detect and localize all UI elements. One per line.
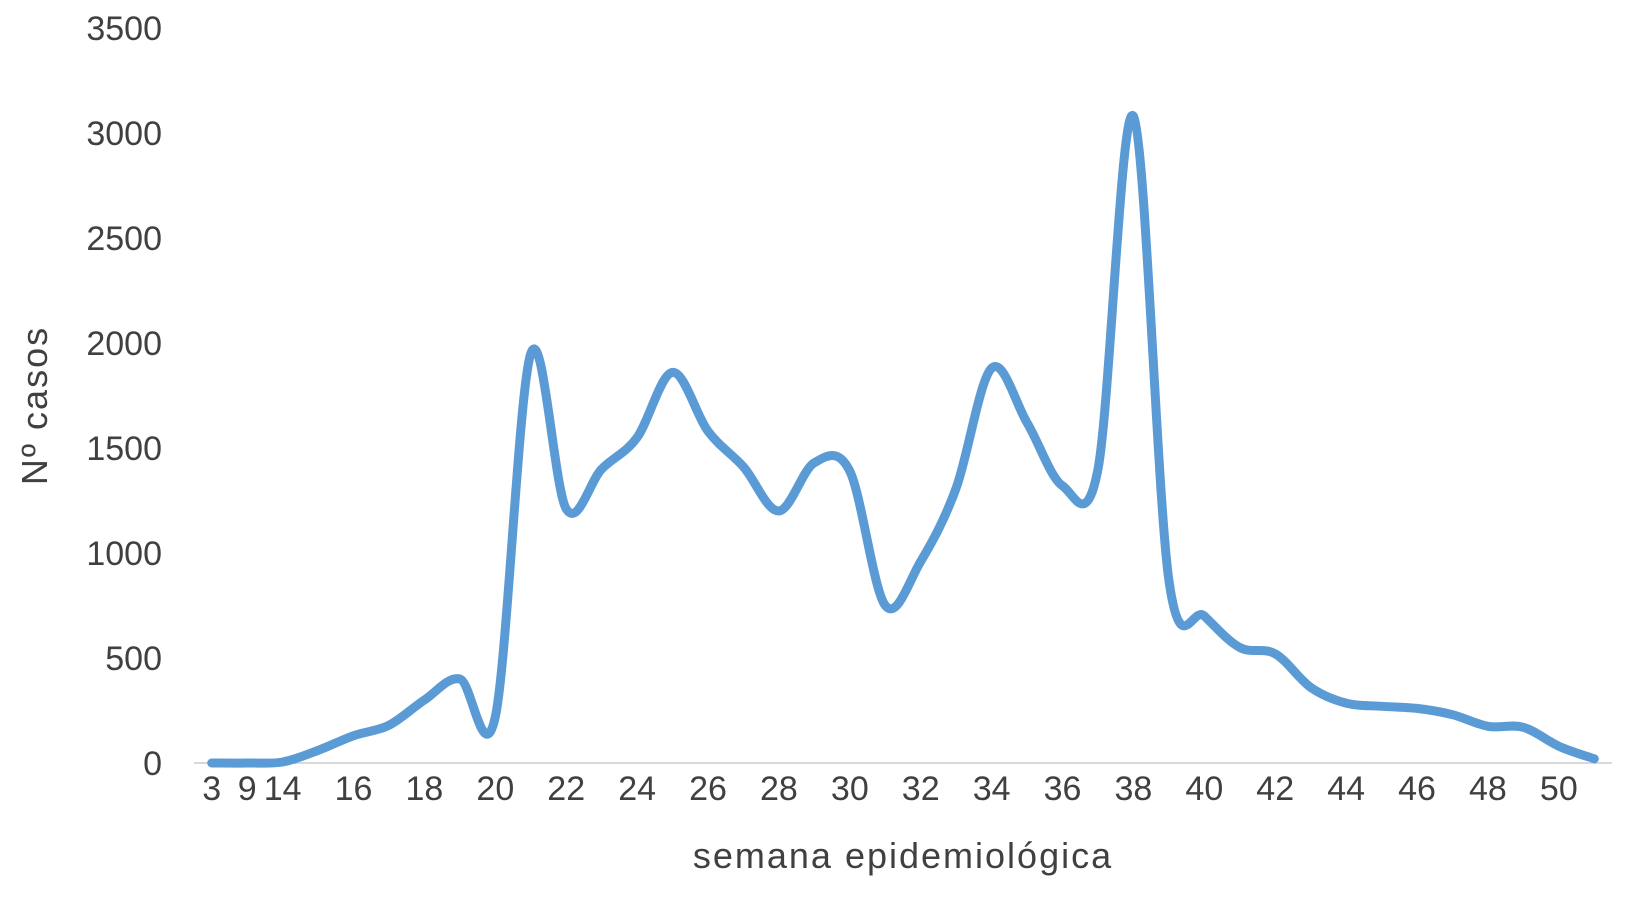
x-axis-tick-labels: 3 9 14 16 18 20 22 24 26 28 30 32 34 36 38 40 42 44 46 48 50: [202, 770, 1577, 808]
y-tick-label: 3000: [86, 115, 162, 153]
x-axis-title: semana epidemiológica: [693, 835, 1113, 876]
y-tick-label: 500: [105, 640, 162, 678]
y-axis-tick-labels: 0 500 1000 1500 2000 2500 3000 3500: [86, 10, 162, 783]
x-tick-label: 34: [973, 770, 1011, 808]
x-tick-label: 26: [689, 770, 727, 808]
x-tick-label: 40: [1185, 770, 1223, 808]
x-tick-label: 14: [264, 770, 302, 808]
y-tick-label: 1000: [86, 535, 162, 573]
x-tick-label: 30: [831, 770, 869, 808]
x-tick-label: 3: [202, 770, 221, 808]
x-tick-label: 50: [1540, 770, 1578, 808]
x-tick-label: 28: [760, 770, 798, 808]
x-tick-label: 48: [1469, 770, 1507, 808]
x-tick-label: 32: [902, 770, 940, 808]
y-axis-title: Nº casos: [14, 326, 55, 485]
x-tick-label: 18: [406, 770, 444, 808]
x-tick-label: 24: [618, 770, 656, 808]
y-tick-label: 2500: [86, 220, 162, 258]
x-tick-label: 44: [1327, 770, 1365, 808]
y-tick-label: 3500: [86, 10, 162, 48]
x-tick-label: 36: [1044, 770, 1082, 808]
y-tick-label: 0: [143, 745, 162, 783]
y-tick-label: 1500: [86, 430, 162, 468]
x-tick-label: 42: [1256, 770, 1294, 808]
y-tick-label: 2000: [86, 325, 162, 363]
x-tick-label: 46: [1398, 770, 1436, 808]
x-tick-label: 22: [547, 770, 585, 808]
series-line: [207, 111, 1599, 768]
x-tick-label: 20: [476, 770, 514, 808]
x-tick-label: 9: [238, 770, 257, 808]
x-tick-label: 38: [1115, 770, 1153, 808]
x-tick-label: 16: [335, 770, 373, 808]
